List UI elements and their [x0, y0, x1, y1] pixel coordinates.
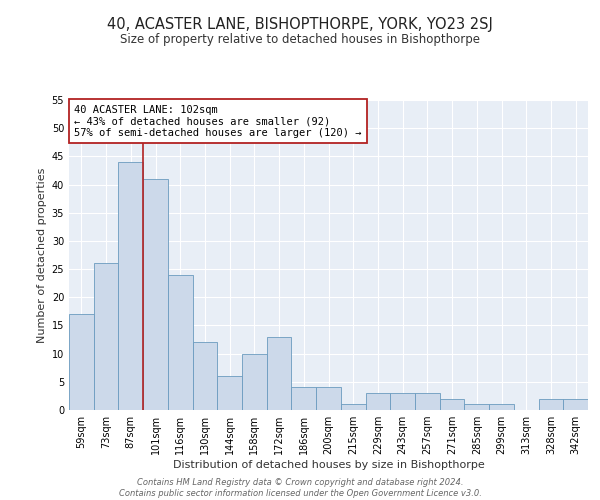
Bar	[365, 393, 390, 410]
Bar	[390, 393, 415, 410]
Bar	[464, 404, 489, 410]
Bar	[69, 314, 94, 410]
Bar	[193, 342, 217, 410]
Text: 40, ACASTER LANE, BISHOPTHORPE, YORK, YO23 2SJ: 40, ACASTER LANE, BISHOPTHORPE, YORK, YO…	[107, 18, 493, 32]
Bar	[489, 404, 514, 410]
Bar	[341, 404, 365, 410]
Bar	[267, 336, 292, 410]
Text: Contains HM Land Registry data © Crown copyright and database right 2024.
Contai: Contains HM Land Registry data © Crown c…	[119, 478, 481, 498]
Bar	[440, 398, 464, 410]
Bar	[563, 398, 588, 410]
X-axis label: Distribution of detached houses by size in Bishopthorpe: Distribution of detached houses by size …	[173, 460, 484, 470]
Bar	[539, 398, 563, 410]
Bar	[118, 162, 143, 410]
Bar	[94, 264, 118, 410]
Bar	[217, 376, 242, 410]
Text: 40 ACASTER LANE: 102sqm
← 43% of detached houses are smaller (92)
57% of semi-de: 40 ACASTER LANE: 102sqm ← 43% of detache…	[74, 104, 362, 138]
Bar	[168, 274, 193, 410]
Bar	[242, 354, 267, 410]
Bar	[316, 388, 341, 410]
Bar	[292, 388, 316, 410]
Bar	[143, 179, 168, 410]
Text: Size of property relative to detached houses in Bishopthorpe: Size of property relative to detached ho…	[120, 32, 480, 46]
Bar	[415, 393, 440, 410]
Y-axis label: Number of detached properties: Number of detached properties	[37, 168, 47, 342]
